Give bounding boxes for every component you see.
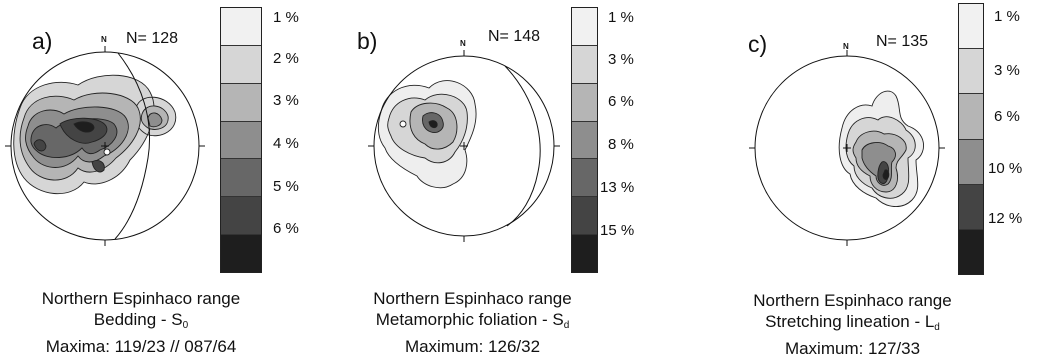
legend-level-label: 10 %	[988, 160, 1023, 177]
legend-swatch	[959, 94, 983, 140]
caption-line: Northern Espinhaco range	[753, 291, 952, 310]
legend-swatch	[572, 121, 597, 160]
panel-b-letter: b)	[357, 28, 378, 54]
panel-a-letter: a)	[32, 28, 53, 54]
stereonet-panel-a: a) N N= 128 1 % 2 % 3 % 4 % 5 % 6 % Nort…	[0, 0, 345, 358]
legend-swatch	[959, 229, 983, 275]
legend-swatch	[959, 184, 983, 230]
sample-count-a: N= 128	[126, 30, 179, 47]
legend-level-label: 3 %	[994, 62, 1020, 79]
legend-swatch	[572, 197, 597, 236]
legend-swatch	[572, 8, 597, 46]
legend-level-label: 12 %	[988, 210, 1023, 227]
legend-level-label: 3 %	[608, 51, 634, 68]
great-circle-b	[504, 65, 541, 227]
legend-level-label: 1 %	[273, 9, 299, 26]
legend-swatch	[221, 235, 261, 273]
legend-level-label: 6 %	[608, 93, 634, 110]
contour-b-l5	[428, 120, 438, 129]
caption-line: Northern Espinhaco range	[41, 289, 241, 308]
stereonet-panel-c: c) N N= 135 1 % 3 % 6 % 10 % 12 % Northe…	[690, 0, 1037, 358]
stereonet-b	[368, 50, 560, 242]
legend-swatch	[221, 159, 261, 198]
legend-level-label: 15 %	[600, 222, 635, 239]
caption-c: Northern Espinhaco range Stretching line…	[730, 290, 975, 359]
caption-line: Maxima: 119/23 // 087/64	[45, 337, 237, 356]
legend-scale-c	[958, 3, 984, 275]
contour-c-l6	[882, 169, 890, 180]
caption-line: Stretching lineation - Ld	[765, 312, 940, 333]
legend-level-label: 8 %	[608, 136, 634, 153]
legend-swatch	[221, 121, 261, 160]
caption-a: Northern Espinhaco range Bedding - S0 Ma…	[0, 288, 282, 357]
sample-count-c: N= 135	[876, 33, 929, 50]
caption-line: Maximum: 126/32	[404, 337, 541, 356]
legend-swatch	[959, 4, 983, 50]
north-label-c: N	[843, 42, 849, 51]
stereonet-c	[749, 50, 945, 246]
caption-line: Metamorphic foliation - Sd	[375, 310, 570, 331]
caption-b: Northern Espinhaco range Metamorphic fol…	[345, 288, 600, 357]
legend-swatch	[959, 49, 983, 95]
legend-level-label: 3 %	[273, 92, 299, 109]
legend-swatch	[572, 45, 597, 84]
caption-line: Northern Espinhaco range	[373, 289, 572, 308]
caption-line: Bedding - S0	[93, 310, 189, 331]
great-circle-a	[114, 52, 151, 240]
north-label-a: N	[101, 35, 107, 44]
legend-swatch	[221, 8, 261, 46]
legend-swatch	[572, 235, 597, 273]
legend-level-label: 1 %	[608, 9, 634, 26]
legend-level-label: 5 %	[273, 178, 299, 195]
sample-count-b: N= 148	[488, 28, 541, 45]
legend-swatch	[221, 45, 261, 84]
panel-c-letter: c)	[748, 31, 768, 57]
legend-scale-b	[571, 7, 598, 273]
legend-swatch	[572, 83, 597, 122]
legend-level-label: 2 %	[273, 50, 299, 67]
legend-level-label: 4 %	[273, 135, 299, 152]
legend-level-label: 6 %	[273, 220, 299, 237]
stereonet-a	[5, 46, 205, 246]
legend-level-label: 1 %	[994, 8, 1020, 25]
legend-swatch	[221, 197, 261, 236]
legend-swatch	[221, 83, 261, 122]
stereonet-panel-b: b) N N= 148 1 % 3 % 6 % 8 % 13 % 15 % No…	[345, 0, 690, 358]
legend-scale-a	[220, 7, 262, 273]
legend-level-label: 13 %	[600, 179, 635, 196]
legend-swatch	[572, 159, 597, 198]
legend-level-label: 6 %	[994, 108, 1020, 125]
north-label-b: N	[460, 39, 466, 48]
legend-swatch	[959, 139, 983, 185]
contour-a-l6	[73, 121, 95, 133]
caption-line: Maximum: 127/33	[784, 339, 921, 358]
